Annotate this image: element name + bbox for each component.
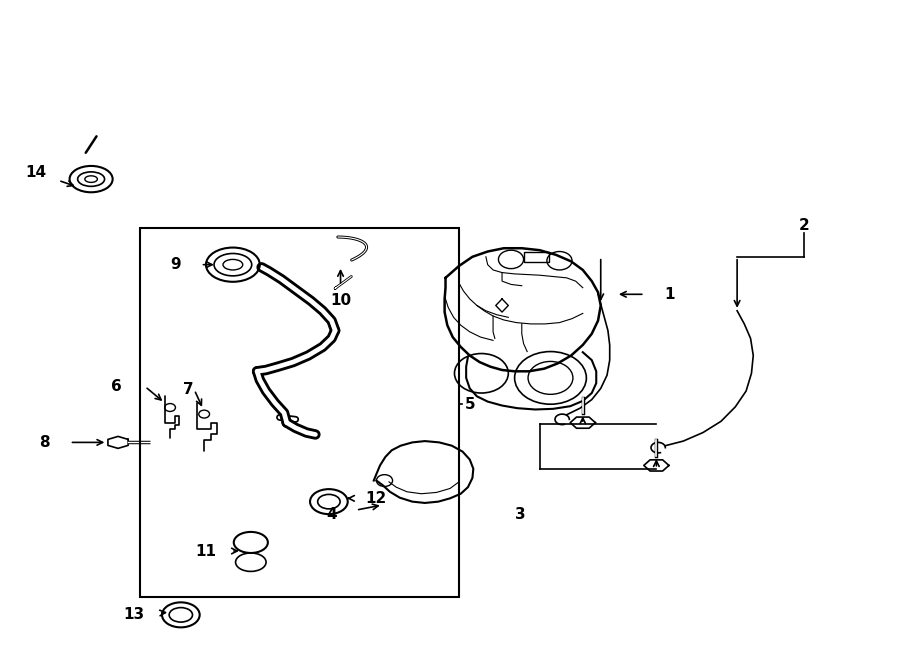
Text: 1: 1 (664, 287, 675, 302)
Text: 3: 3 (515, 507, 526, 522)
Text: 7: 7 (183, 382, 194, 397)
Text: 6: 6 (111, 379, 122, 394)
Text: 12: 12 (365, 491, 387, 506)
Text: 5: 5 (464, 397, 475, 412)
Text: 10: 10 (330, 293, 351, 309)
Text: 11: 11 (195, 543, 217, 559)
Text: 2: 2 (799, 217, 810, 233)
Text: 9: 9 (170, 257, 181, 272)
Bar (140, 229, 459, 597)
Text: 8: 8 (39, 435, 50, 450)
Text: 13: 13 (123, 607, 145, 623)
Text: 4: 4 (327, 507, 337, 522)
Bar (524, 252, 549, 262)
Text: 14: 14 (25, 165, 46, 180)
